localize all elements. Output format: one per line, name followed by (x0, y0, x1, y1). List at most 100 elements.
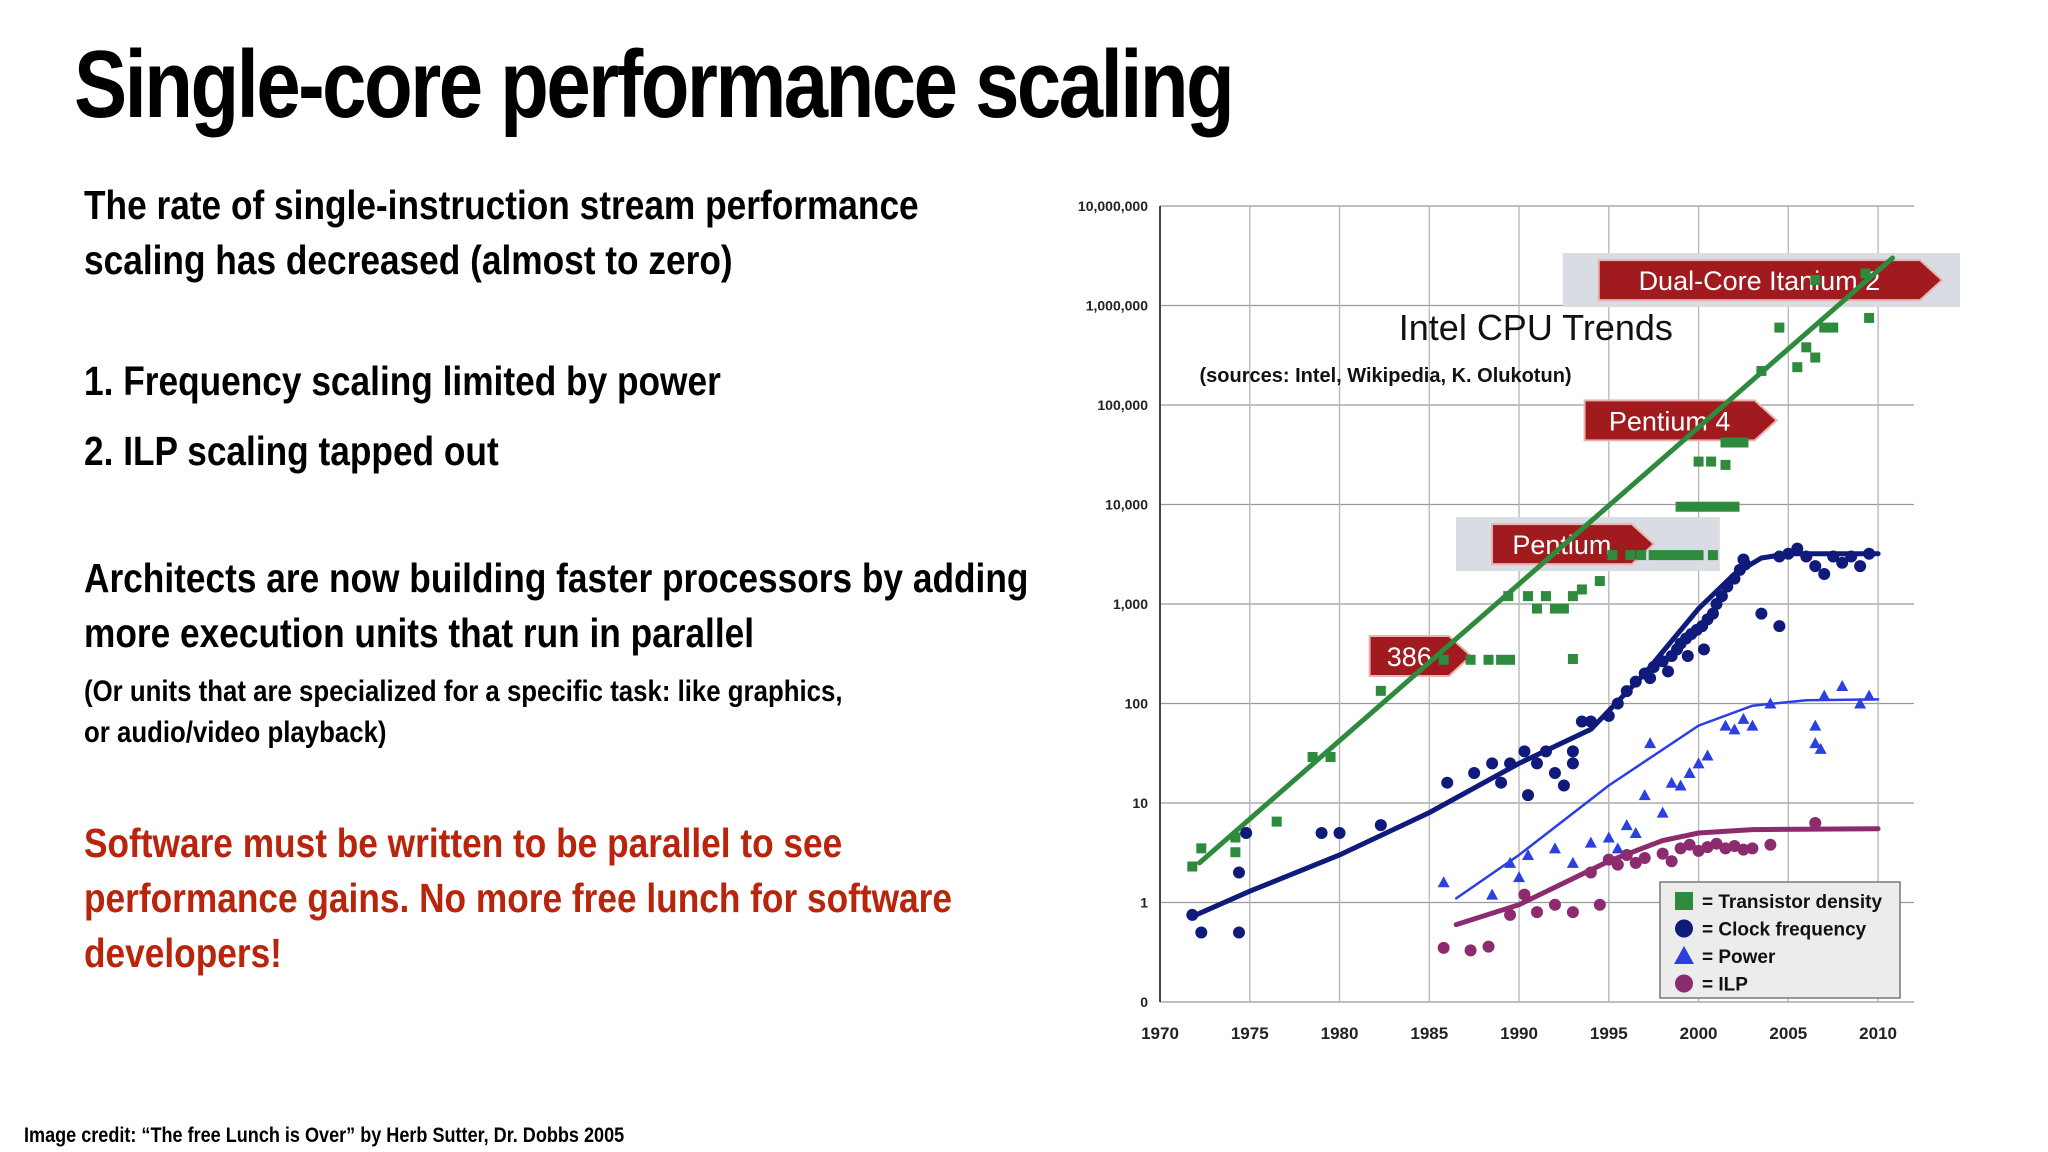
x-tick-label: 2010 (1859, 1024, 1897, 1043)
data-point (1800, 550, 1813, 563)
slide-title: Single-core performance scaling (74, 31, 1235, 138)
data-point (1728, 723, 1741, 735)
data-point (1465, 654, 1476, 665)
data-point (1692, 844, 1705, 857)
data-point (1707, 550, 1718, 561)
data-point (1566, 757, 1579, 770)
data-point (1746, 842, 1759, 855)
data-point (1809, 737, 1822, 749)
data-point (1504, 757, 1517, 770)
data-point (1584, 836, 1597, 848)
data-point (1755, 607, 1768, 620)
data-point (1602, 831, 1615, 843)
x-tick-label: 1990 (1500, 1024, 1538, 1043)
list-item-ilp: 2. ILP scaling tapped out (84, 428, 499, 474)
data-point (1665, 776, 1678, 788)
data-point (1720, 501, 1731, 512)
paragraph-line: Software must be written to be parallel … (84, 820, 843, 866)
data-point (1566, 906, 1579, 919)
data-point (1809, 816, 1822, 829)
data-point (1532, 603, 1542, 614)
paragraph-line: performance gains. No more free lunch fo… (84, 875, 952, 921)
data-point (1737, 843, 1750, 856)
paragraph-note: (Or units that are specialized for a spe… (84, 671, 842, 753)
data-point (1437, 876, 1450, 888)
x-tick-label: 1975 (1231, 1024, 1269, 1043)
data-point (1513, 871, 1526, 883)
data-point (1764, 838, 1777, 851)
data-point (1518, 888, 1531, 901)
data-point (1540, 591, 1551, 602)
data-point (1638, 789, 1651, 801)
x-tick-label: 2005 (1769, 1024, 1807, 1043)
data-point (1737, 712, 1750, 724)
data-point (1607, 550, 1618, 561)
data-point (1567, 591, 1578, 602)
data-point (1374, 819, 1387, 832)
legend-marker (1675, 919, 1693, 938)
legend-marker (1675, 974, 1693, 993)
data-point (1240, 826, 1253, 839)
paragraph-rate: The rate of single-instruction stream pe… (84, 178, 919, 288)
data-point (1863, 547, 1876, 560)
data-point (1232, 866, 1245, 879)
data-point (1801, 342, 1812, 353)
data-point (1518, 745, 1531, 758)
data-point (1230, 847, 1241, 858)
data-point (1683, 767, 1696, 779)
data-point (1728, 839, 1741, 852)
data-point (1558, 603, 1569, 614)
data-point (1638, 852, 1651, 865)
data-point (1629, 675, 1642, 688)
data-point (1656, 806, 1669, 818)
data-point (1728, 572, 1741, 585)
data-point (1675, 550, 1686, 561)
data-point (1333, 826, 1346, 839)
data-point (1629, 826, 1642, 838)
data-point (1602, 709, 1615, 722)
data-point (1468, 767, 1481, 780)
data-point (1195, 926, 1208, 939)
data-point (1483, 654, 1494, 665)
legend-label: = Transistor density (1702, 892, 1882, 913)
legend-box (1659, 881, 1901, 999)
data-point (1230, 832, 1241, 843)
data-point (1504, 908, 1517, 921)
data-point (1809, 719, 1822, 731)
image-credit: Image credit: “The free Lunch is Over” b… (24, 1124, 625, 1147)
data-point (1620, 685, 1633, 698)
data-point (1549, 603, 1560, 614)
data-point (1810, 352, 1821, 363)
data-point (1644, 672, 1657, 685)
data-point (1702, 501, 1713, 512)
data-point (1774, 322, 1785, 333)
x-tick-label: 2000 (1680, 1024, 1718, 1043)
data-point (1836, 556, 1849, 569)
data-point (1684, 550, 1695, 561)
callout-label: Pentium 4 (1609, 406, 1731, 436)
data-point (1438, 654, 1449, 665)
legend-label: = Power (1702, 947, 1776, 968)
data-point (1818, 689, 1831, 701)
callout-label: Dual-Core Itanium 2 (1639, 266, 1881, 296)
list-item-frequency: 1. Frequency scaling limited by power (84, 358, 721, 404)
data-point (1656, 655, 1669, 668)
data-point (1860, 268, 1871, 279)
data-point (1683, 838, 1696, 851)
paragraph-line: scaling has decreased (almost to zero) (84, 237, 733, 283)
data-point (1548, 767, 1561, 780)
data-point (1854, 560, 1867, 573)
paragraph-architects: Architects are now building faster proce… (84, 551, 1028, 661)
data-point (1644, 737, 1657, 749)
data-point (1792, 362, 1803, 373)
data-point (1710, 837, 1723, 850)
data-point (1503, 591, 1514, 602)
legend-label: = ILP (1702, 975, 1748, 996)
data-point (1863, 689, 1876, 701)
data-point (1746, 719, 1759, 731)
data-point (1375, 685, 1386, 696)
trend-line (1454, 698, 1880, 900)
data-point (1437, 941, 1450, 954)
x-tick-label: 1970 (1141, 1024, 1179, 1043)
data-point (1584, 866, 1597, 879)
